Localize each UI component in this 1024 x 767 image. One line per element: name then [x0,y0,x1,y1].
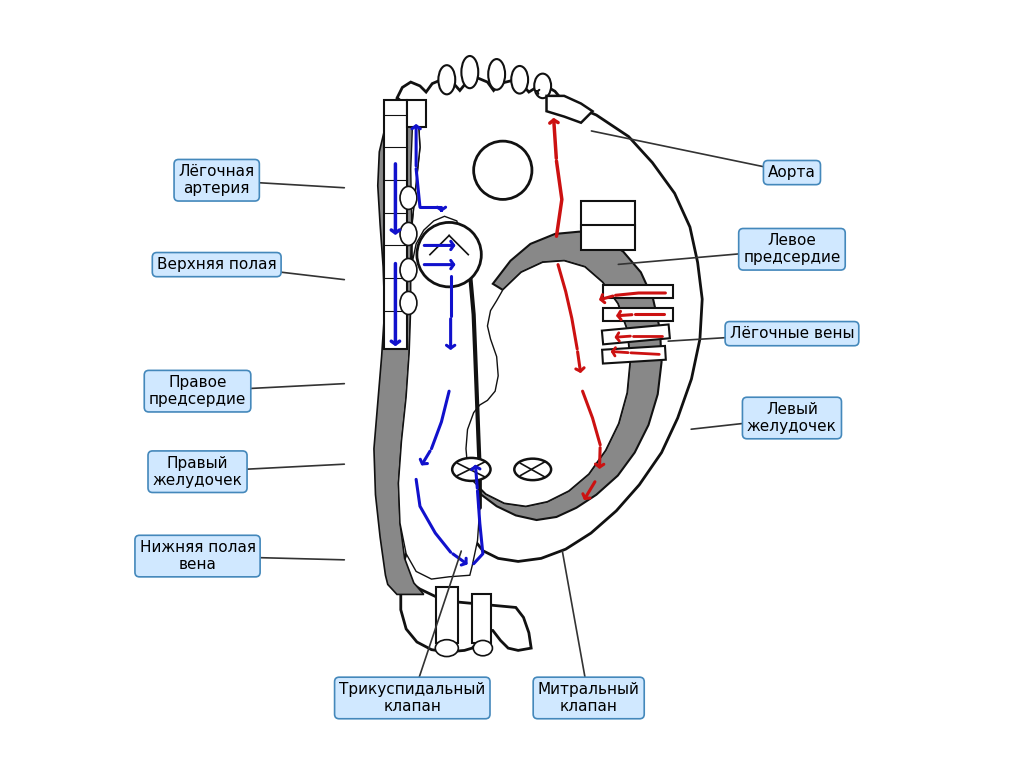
Polygon shape [398,109,480,579]
Ellipse shape [400,258,417,281]
Polygon shape [472,594,490,643]
Ellipse shape [438,65,456,94]
Text: Верхняя полая: Верхняя полая [157,257,276,272]
Ellipse shape [400,222,417,245]
Ellipse shape [400,291,417,314]
Polygon shape [374,98,424,594]
Polygon shape [602,324,670,344]
Text: Аорта: Аорта [768,165,816,180]
Polygon shape [466,232,662,520]
Ellipse shape [488,59,505,90]
Polygon shape [602,285,673,298]
Ellipse shape [514,459,551,480]
Polygon shape [466,261,630,506]
Ellipse shape [453,458,490,481]
Ellipse shape [435,640,459,657]
Circle shape [417,222,481,287]
Ellipse shape [511,66,528,94]
Text: Левый
желудочек: Левый желудочек [748,402,837,434]
Polygon shape [581,202,635,229]
Ellipse shape [400,186,417,209]
Polygon shape [547,96,593,123]
Text: Правое
предсердие: Правое предсердие [148,375,246,407]
Ellipse shape [462,56,478,88]
Polygon shape [602,308,673,321]
Polygon shape [384,100,407,349]
Text: Митральный
клапан: Митральный клапан [538,682,640,714]
Polygon shape [602,346,666,364]
Polygon shape [436,587,458,643]
Text: Правый
желудочек: Правый желудочек [153,456,243,488]
Ellipse shape [473,640,493,656]
Text: Лёгочные вены: Лёгочные вены [730,326,854,341]
Text: Нижняя полая
вена: Нижняя полая вена [139,540,256,572]
Polygon shape [380,78,702,652]
Text: Лёгочная
артерия: Лёгочная артерия [178,164,255,196]
Text: Трикуспидальный
клапан: Трикуспидальный клапан [339,682,485,714]
Circle shape [474,141,531,199]
Polygon shape [581,225,635,250]
Polygon shape [407,100,426,127]
Text: Левое
предсердие: Левое предсердие [743,233,841,265]
Ellipse shape [535,74,551,98]
